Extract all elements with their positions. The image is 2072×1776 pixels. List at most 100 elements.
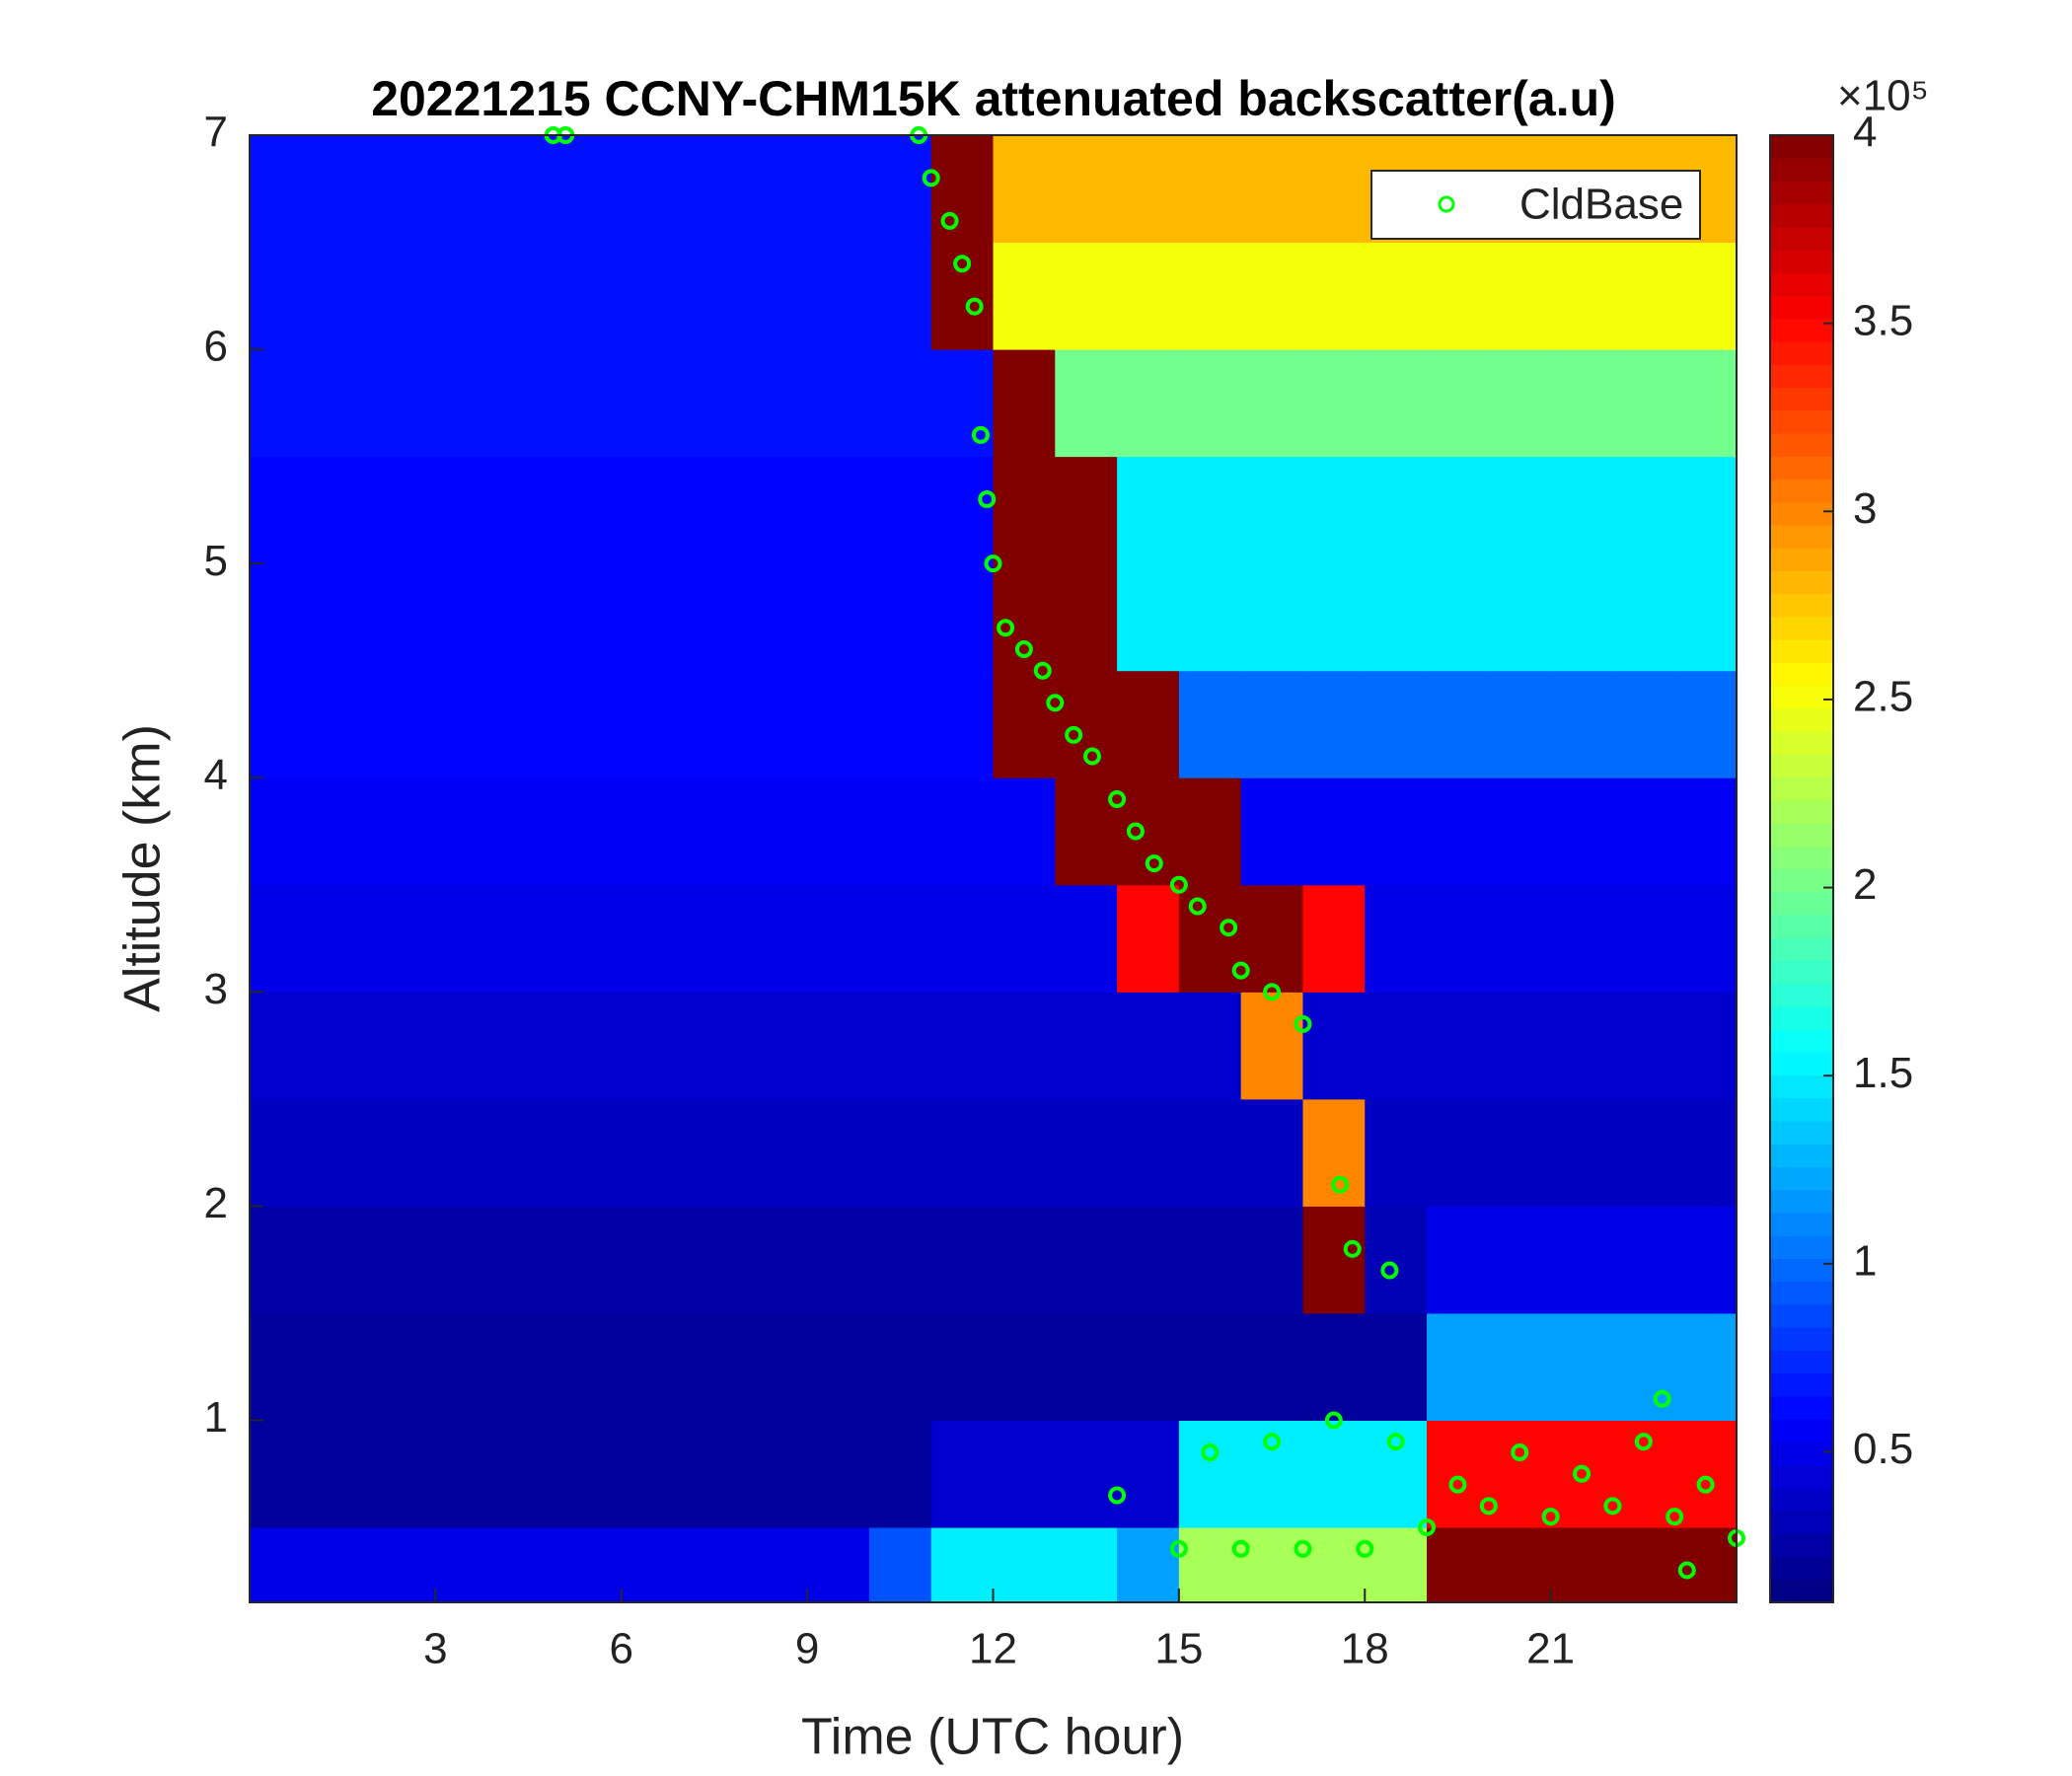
heat-cell [621, 135, 685, 244]
colorbar-step [1770, 318, 1833, 342]
y-tick-label: 7 [204, 109, 228, 157]
heat-cell [868, 777, 932, 886]
heat-cell [1427, 777, 1490, 886]
heat-cell [1302, 884, 1366, 993]
heat-cell [1550, 992, 1613, 1100]
heat-cell [1117, 884, 1180, 993]
heat-cell [993, 670, 1056, 778]
colorbar-step [1770, 1074, 1833, 1099]
heat-cell [373, 1420, 436, 1528]
cloud-base-point [1541, 1508, 1560, 1526]
heat-cell [1550, 884, 1613, 993]
heat-cell [1674, 1206, 1738, 1314]
heat-cell [621, 670, 685, 778]
heat-cell [1240, 135, 1303, 244]
heat-cell [373, 135, 436, 244]
heat-cell [1365, 1527, 1428, 1603]
colorbar-step [1770, 960, 1833, 985]
heat-cell [373, 1098, 436, 1207]
heat-cell [250, 1206, 313, 1314]
heat-cell [1055, 884, 1118, 993]
heat-cell [311, 135, 375, 244]
heat-cell [868, 1527, 932, 1603]
heat-cell [250, 1420, 313, 1528]
colorbar-step [1770, 570, 1833, 595]
heat-cell [250, 456, 313, 564]
y-tick-label: 2 [204, 1179, 228, 1227]
heat-cell [1427, 1527, 1490, 1603]
heat-cell [1674, 456, 1738, 564]
colorbar-step [1770, 616, 1833, 640]
colorbar-step [1770, 387, 1833, 411]
colorbar-step [1770, 868, 1833, 893]
heat-cell [868, 349, 932, 458]
heat-cell [1427, 670, 1490, 778]
heat-cell [311, 1312, 375, 1421]
heat-cell [1240, 1420, 1303, 1528]
heat-cell [558, 135, 623, 244]
cloud-base-point [1033, 661, 1052, 680]
cloud-base-point [1046, 694, 1065, 712]
x-tick-label: 3 [423, 1625, 447, 1673]
heat-cell [1488, 884, 1552, 993]
cloud-base-point [1511, 1443, 1529, 1462]
heat-cell [1055, 135, 1118, 244]
colorbar-step [1770, 409, 1833, 434]
heat-cell [435, 1098, 498, 1207]
heat-cell [1178, 1312, 1242, 1421]
heat-cell [807, 242, 870, 350]
cloud-base-point [1634, 1433, 1653, 1451]
heat-cell [1302, 777, 1366, 886]
cloud-base-point [971, 425, 990, 444]
heat-cell [1550, 777, 1613, 886]
colorbar-step [1770, 823, 1833, 847]
heat-cell [373, 1527, 436, 1603]
cloud-base-point [978, 490, 997, 509]
heat-cell [1488, 992, 1552, 1100]
colorbar-step [1770, 272, 1833, 297]
heat-cell [683, 1312, 746, 1421]
heat-cell [250, 349, 313, 458]
heat-cell [993, 1527, 1056, 1603]
heat-cell [1302, 1312, 1366, 1421]
heat-cell [745, 992, 808, 1100]
heat-cell [1055, 992, 1118, 1100]
cloud-base-point [1082, 747, 1101, 766]
heat-cell [1427, 242, 1490, 350]
heat-cell [1117, 1527, 1180, 1603]
heat-cell [435, 349, 498, 458]
y-tick-label: 6 [204, 323, 228, 371]
heat-cell [1427, 1098, 1490, 1207]
heat-cell [930, 1206, 994, 1314]
heat-cell [373, 884, 436, 993]
heat-cell [497, 1420, 560, 1528]
heat-cell [558, 1312, 623, 1421]
heat-cell [745, 242, 808, 350]
heat-cell [621, 349, 685, 458]
cloud-base-point [1145, 854, 1163, 873]
heat-cell [373, 670, 436, 778]
colorbar-step [1770, 1395, 1833, 1420]
heat-cell [435, 242, 498, 350]
heat-cell [1117, 1206, 1180, 1314]
cloud-base-point [1380, 1261, 1399, 1280]
colorbar-step [1770, 1464, 1833, 1489]
heat-cell [1612, 1098, 1675, 1207]
heat-cell [1674, 349, 1738, 458]
heat-cell [993, 1098, 1056, 1207]
heat-cell [1302, 135, 1366, 244]
x-tick-label: 9 [795, 1625, 819, 1673]
heat-cell [558, 349, 623, 458]
heat-cell [1674, 242, 1738, 350]
heat-cell [1302, 349, 1366, 458]
heat-cell [558, 777, 623, 886]
heat-cell [807, 1420, 870, 1528]
colorbar-step [1770, 662, 1833, 687]
cloud-base-point [1603, 1497, 1622, 1516]
heat-cell [621, 1206, 685, 1314]
heat-cell [1612, 884, 1675, 993]
cloud-base-point [1220, 919, 1238, 937]
colorbar-step [1770, 1213, 1833, 1236]
heat-cell [1365, 242, 1428, 350]
heat-cell [497, 992, 560, 1100]
